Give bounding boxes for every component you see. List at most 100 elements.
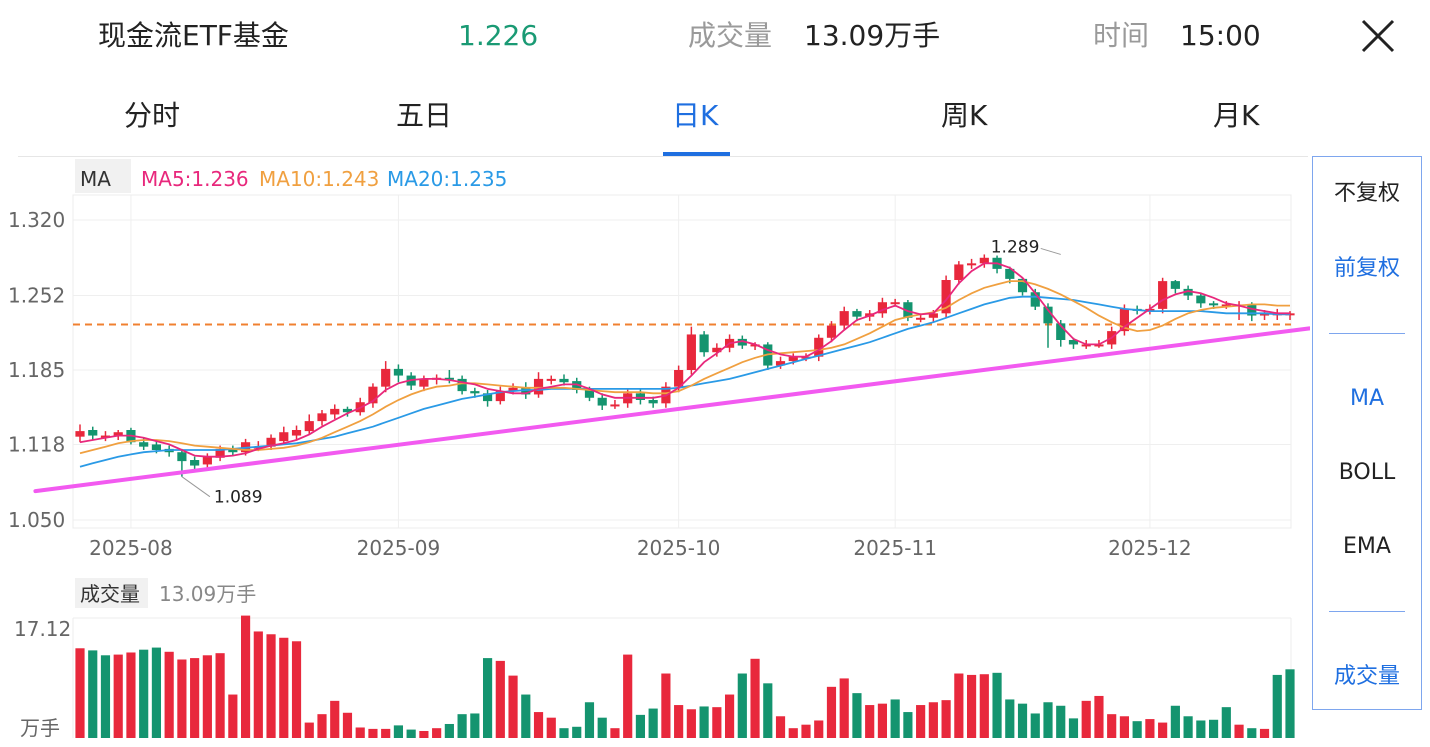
candle-body [88, 430, 98, 436]
volume-bar [635, 714, 646, 738]
candlestick-chart: MA MA5:1.236 MA10:1.243 MA20:1.235 1.320… [8, 159, 1310, 740]
volume-bar [177, 659, 187, 738]
volume-value: 13.09万手 [804, 19, 941, 52]
candle-body [470, 391, 480, 394]
volume-bar [266, 634, 276, 738]
candle-body [584, 390, 595, 398]
tab-monthly-k[interactable]: 月K [1213, 99, 1260, 132]
ma-tag-bg [75, 159, 131, 193]
candle-body [597, 397, 607, 406]
volume-axis-unit: 万手 [20, 716, 60, 740]
tab-timeshare[interactable]: 分时 [124, 99, 181, 132]
volume-bar [724, 694, 735, 738]
volume-bar [737, 673, 747, 738]
candle-body [903, 302, 913, 318]
trend-line [33, 326, 1310, 494]
candle-body [521, 387, 531, 395]
candle-body [1094, 344, 1104, 347]
annotation-leader [181, 476, 211, 498]
tab-five-day[interactable]: 五日 [396, 99, 453, 132]
annotation-label: 1.089 [214, 488, 263, 508]
volume-bar [228, 694, 238, 738]
ma5-line [79, 262, 1290, 458]
volume-bar [508, 675, 518, 738]
candle-body [253, 446, 263, 449]
close-icon[interactable] [1358, 16, 1398, 56]
volume-bar [253, 631, 263, 738]
x-tick-label: 2025-09 [357, 536, 441, 560]
volume-bar [151, 647, 162, 738]
volume-bar [966, 674, 977, 738]
option-forward-adjust[interactable]: 前复权 [1333, 256, 1400, 281]
candle-body [1183, 288, 1193, 296]
volume-bar [941, 700, 951, 738]
candle-body [839, 311, 849, 326]
candle-body [342, 408, 353, 413]
current-price: 1.226 [458, 19, 539, 52]
volume-bar [1094, 695, 1104, 738]
indicator-boll[interactable]: BOLL [1338, 460, 1396, 485]
y-tick-label: 1.050 [8, 508, 65, 532]
option-no-adjust[interactable]: 不复权 [1333, 181, 1400, 206]
volume-bar [1145, 719, 1155, 738]
candle-body [1005, 268, 1015, 279]
volume-bar [355, 727, 365, 738]
volume-bar [533, 712, 544, 738]
candle-body [317, 413, 327, 422]
volume-tag-bg [75, 578, 148, 608]
candle-body [966, 263, 977, 266]
candle-body [1259, 313, 1270, 316]
volume-bar [1259, 728, 1270, 738]
volume-bar [164, 651, 174, 738]
volume-bar [865, 705, 875, 738]
ma20-line [79, 295, 1290, 468]
indicator-ma[interactable]: MA [1349, 386, 1385, 411]
volume-bar [1068, 718, 1079, 738]
candle-body [202, 456, 212, 465]
volume-bar [215, 653, 225, 738]
volume-bar [75, 648, 85, 738]
ma-lines [33, 262, 1310, 494]
header-bar: 现金流ETF基金 1.226 成交量 13.09万手 时间 15:00 [0, 0, 1430, 72]
y-tick-label: 1.118 [8, 432, 65, 456]
volume-bar [1285, 669, 1295, 738]
candles [75, 254, 1295, 477]
volume-bar [597, 717, 607, 738]
x-tick-label: 2025-08 [89, 536, 173, 560]
candle-body [1043, 306, 1053, 324]
volume-bars [75, 615, 1295, 738]
volume-bar [1247, 728, 1257, 738]
time-label: 时间 [1093, 19, 1150, 52]
volume-bar [584, 702, 595, 738]
volume-bar [801, 724, 811, 738]
volume-bar [572, 726, 582, 738]
volume-bar [1170, 705, 1180, 738]
volume-bar [113, 654, 123, 738]
volume-bar [1234, 724, 1244, 738]
indicator-volume[interactable]: 成交量 [1333, 664, 1400, 689]
indicator-panel: 不复权 前复权 MA BOLL EMA 成交量 [1312, 156, 1422, 710]
volume-bar [1107, 714, 1117, 738]
date-axis: 2025-08 2025-09 2025-10 2025-11 2025-12 [89, 536, 1192, 560]
x-tick-label: 2025-12 [1108, 536, 1192, 560]
volume-bar [432, 728, 442, 738]
y-tick-label: 1.252 [8, 284, 65, 308]
volume-bar [126, 652, 136, 738]
candle-body [482, 393, 493, 402]
candle-body [699, 334, 709, 353]
volume-bar [202, 655, 212, 738]
volume-bar [1183, 716, 1193, 738]
tab-weekly-k[interactable]: 周K [941, 99, 988, 132]
candle-body [419, 378, 429, 387]
x-tick-label: 2025-11 [853, 536, 937, 560]
indicator-ema[interactable]: EMA [1343, 534, 1391, 559]
volume-bar [393, 725, 404, 738]
volume-bar [954, 673, 964, 738]
candle-body [266, 437, 276, 447]
volume-bar [1081, 700, 1091, 738]
volume-bar [342, 712, 353, 738]
tab-daily-k[interactable]: 日K [672, 99, 719, 132]
volume-bar [88, 650, 98, 738]
volume-bar [1208, 719, 1219, 738]
chart-grid [72, 194, 1292, 529]
